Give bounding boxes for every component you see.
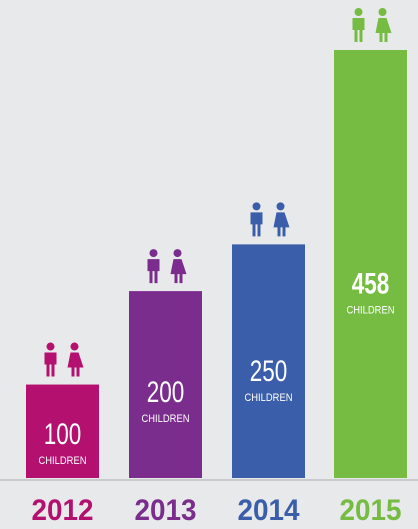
x-tick-label: 2015 [340,494,402,527]
x-tick-label: 2014 [238,494,300,527]
x-tick-label: 2013 [135,494,197,527]
value-label: 250 [250,355,288,388]
bar [232,244,305,478]
woman-body [375,18,392,42]
woman-head [70,342,79,351]
man-head [354,8,363,16]
unit-label: CHILDREN [245,392,293,404]
unit-label: CHILDREN [142,413,190,425]
man-body [352,18,365,42]
people-icon [147,249,187,284]
woman-body [170,259,187,284]
woman-head [173,249,182,258]
woman-head [378,8,387,16]
woman-head [276,202,285,211]
value-label: 458 [352,267,390,300]
value-label: 200 [147,376,185,409]
man-head [149,249,158,258]
woman-body [273,212,290,237]
value-label: 100 [44,418,82,451]
man-head [252,202,261,211]
man-body [44,352,57,377]
woman-body [67,352,84,377]
bar [334,50,407,478]
people-icon [44,342,84,377]
bar [26,384,99,478]
man-body [147,259,160,284]
people-icon [250,202,290,237]
people-icon [352,8,392,42]
unit-label: CHILDREN [39,455,87,467]
man-head [46,342,55,351]
x-tick-label: 2012 [32,494,94,527]
man-body [250,212,263,237]
bar [129,291,202,478]
unit-label: CHILDREN [347,304,395,316]
